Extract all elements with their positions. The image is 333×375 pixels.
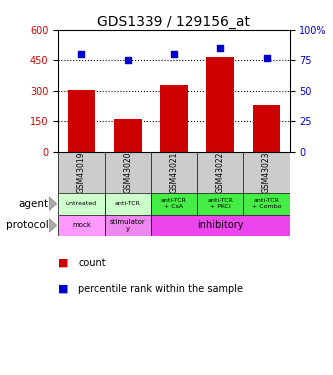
- Text: anti-TCR
+ Combo: anti-TCR + Combo: [252, 198, 281, 209]
- Bar: [197, 193, 243, 214]
- Text: count: count: [78, 258, 106, 267]
- Bar: [68, 90, 95, 152]
- Text: GSM43021: GSM43021: [169, 152, 178, 193]
- Bar: [151, 214, 290, 236]
- Point: [218, 45, 223, 51]
- Bar: [105, 193, 151, 214]
- Text: ■: ■: [58, 258, 69, 267]
- Text: GSM43023: GSM43023: [262, 152, 271, 193]
- Bar: [58, 214, 105, 236]
- Text: inhibitory: inhibitory: [197, 220, 243, 230]
- Text: GSM43020: GSM43020: [123, 152, 132, 193]
- Text: stimulator
y: stimulator y: [110, 219, 146, 232]
- Text: GSM43019: GSM43019: [77, 152, 86, 193]
- Text: agent: agent: [18, 199, 48, 208]
- Point: [125, 57, 131, 63]
- Bar: [151, 193, 197, 214]
- Text: protocol: protocol: [6, 220, 48, 230]
- Bar: [58, 193, 105, 214]
- Text: untreated: untreated: [66, 201, 97, 206]
- Bar: [206, 57, 234, 152]
- Bar: [105, 214, 151, 236]
- Point: [171, 51, 176, 57]
- Bar: [253, 105, 280, 152]
- Bar: [243, 193, 290, 214]
- Point: [79, 51, 84, 57]
- Text: GSM43022: GSM43022: [216, 152, 225, 193]
- Bar: [160, 85, 188, 152]
- Text: mock: mock: [72, 222, 91, 228]
- Text: anti-TCR
+ CsA: anti-TCR + CsA: [161, 198, 187, 209]
- Text: anti-TCR
+ PKCi: anti-TCR + PKCi: [207, 198, 233, 209]
- Title: GDS1339 / 129156_at: GDS1339 / 129156_at: [98, 15, 250, 29]
- Text: percentile rank within the sample: percentile rank within the sample: [78, 284, 243, 294]
- Text: ■: ■: [58, 284, 69, 294]
- Point: [264, 55, 269, 61]
- Text: anti-TCR: anti-TCR: [115, 201, 141, 206]
- Bar: [114, 119, 142, 152]
